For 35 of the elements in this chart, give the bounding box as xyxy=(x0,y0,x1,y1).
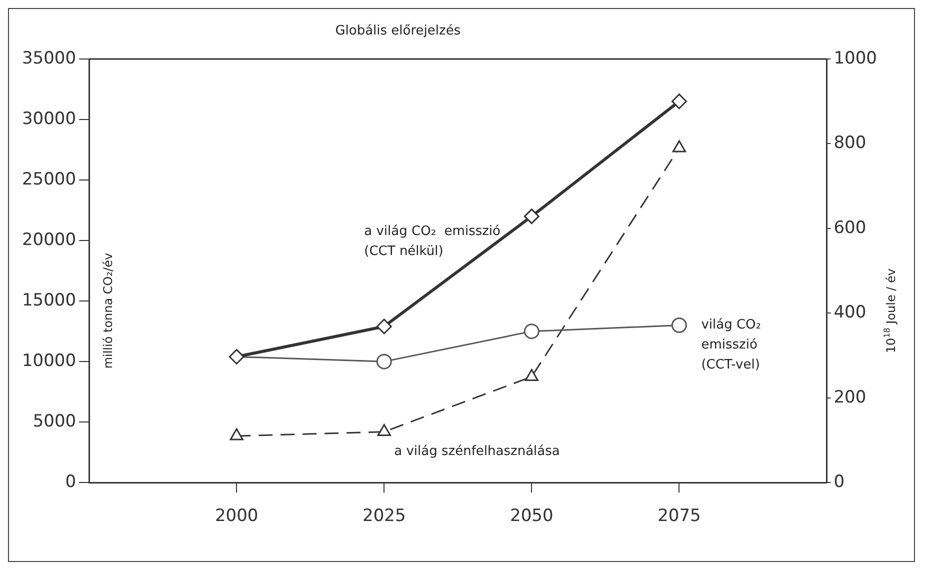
point xyxy=(376,354,392,370)
y-tick-label: 20000 xyxy=(22,230,76,250)
series-label: világ CO₂ emisszió (CCT-vel) xyxy=(701,318,761,373)
y-tick-label: 25000 xyxy=(22,169,76,190)
y-tick-label: 15000 xyxy=(22,290,76,310)
point xyxy=(671,94,687,110)
point xyxy=(524,324,540,340)
series-label: a világ szénfelhasználása xyxy=(394,444,560,460)
point xyxy=(377,424,391,436)
point xyxy=(228,348,244,364)
y-tick-label: 35000 xyxy=(22,48,76,68)
chart-title: Globális előrejelzés xyxy=(335,23,461,38)
y-tick-label: 5000 xyxy=(32,412,76,432)
y2-tick-label: 0 xyxy=(834,472,845,492)
y-tick-label: 0 xyxy=(65,472,76,492)
point xyxy=(376,318,392,334)
y2-axis-title: 1018 Joule / év xyxy=(882,268,898,354)
y2-tick-label: 200 xyxy=(834,387,866,408)
y2-tick-label: 600 xyxy=(834,218,866,238)
y-axis-title: millió tonna CO₂/év xyxy=(101,252,116,369)
series-label: a világ CO₂ emisszió (CCT nélkül) xyxy=(364,224,501,259)
y-tick-label: 10000 xyxy=(22,350,76,371)
y2-tick-label: 1000 xyxy=(834,48,877,68)
x-tick-label: 2075 xyxy=(658,506,701,526)
x-tick-label: 2025 xyxy=(362,506,406,526)
point xyxy=(524,368,538,381)
y-tick-label: 30000 xyxy=(22,108,76,129)
x-tick-label: 2050 xyxy=(510,506,554,526)
y2-tick-label: 400 xyxy=(834,302,866,323)
point xyxy=(524,208,540,224)
point xyxy=(672,140,686,152)
point xyxy=(671,318,687,334)
y2-tick-label: 800 xyxy=(834,133,866,154)
point xyxy=(230,428,244,440)
x-tick-label: 2000 xyxy=(214,506,258,526)
